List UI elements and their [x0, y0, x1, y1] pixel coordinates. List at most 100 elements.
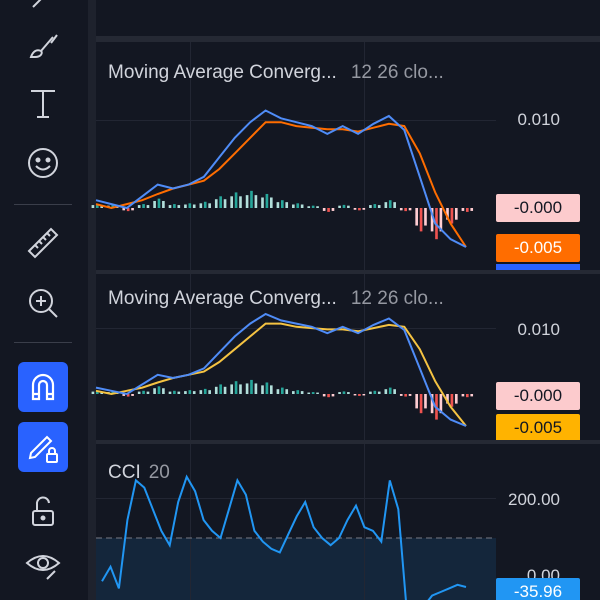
histogram-bar [369, 205, 372, 208]
histogram-bar [331, 394, 335, 397]
histogram-bar [424, 208, 427, 226]
histogram-bar [214, 199, 218, 208]
histogram-bar [404, 394, 407, 397]
cci-chart [101, 474, 467, 600]
histogram-bar [331, 208, 335, 211]
gridline [190, 274, 191, 440]
gridline [96, 498, 496, 499]
histogram-bar [415, 394, 418, 409]
magnet-icon[interactable] [18, 362, 68, 412]
main-chart-pane [96, 0, 600, 36]
gridline [364, 444, 365, 600]
ruler-icon[interactable] [18, 218, 68, 268]
text-icon[interactable] [18, 78, 68, 128]
zoom-in-icon[interactable] [18, 278, 68, 328]
histogram-bar [311, 205, 315, 208]
macd-chart [91, 109, 474, 248]
histogram-bar [362, 394, 366, 396]
histogram-bar [96, 204, 99, 208]
emoji-icon[interactable] [18, 138, 68, 188]
histogram-bar [327, 394, 330, 398]
histogram-bar [470, 208, 474, 211]
histogram-bar [184, 204, 187, 208]
macd-line [95, 312, 467, 427]
histogram-bar [466, 394, 469, 398]
histogram-bar [369, 391, 372, 394]
histogram-bar [399, 394, 403, 396]
histogram-bar [199, 203, 203, 208]
histogram-bar [430, 394, 434, 414]
indicator-title[interactable]: Moving Average Converg... 12 26 clo... [108, 62, 444, 84]
toolbar-separator [14, 342, 72, 343]
lock-drawing-icon[interactable] [18, 422, 68, 472]
histogram-bar [353, 208, 357, 210]
histogram-bar [245, 383, 249, 394]
histogram-bar [342, 204, 346, 208]
histogram-bar [450, 394, 454, 407]
histogram-bar [388, 387, 392, 394]
histogram-bar [223, 199, 227, 208]
histogram-bar [393, 389, 396, 394]
indicator-title[interactable]: CCI 20 [108, 462, 170, 484]
histogram-bar [316, 206, 319, 208]
histogram-bar [269, 385, 273, 394]
macd-value-tag [496, 264, 580, 270]
histogram-bar [153, 388, 156, 394]
gridline [190, 444, 191, 600]
gridline [96, 328, 496, 329]
histogram-bar [347, 392, 350, 394]
histogram-bar [322, 208, 326, 211]
histogram-bar [146, 205, 150, 208]
pane-separator[interactable] [96, 440, 600, 444]
macd-pane-1[interactable]: Moving Average Converg... 12 26 clo... 0.… [91, 42, 600, 270]
histogram-bar [254, 383, 258, 394]
histogram-bar [173, 204, 176, 208]
cci-pane[interactable]: CCI 20 200.00 0.00 -35.96 [96, 444, 600, 600]
histogram-bar [454, 394, 458, 404]
histogram-bar [399, 208, 403, 211]
histogram-bar [131, 394, 134, 396]
histogram-bar [234, 381, 238, 394]
histogram-bar [157, 198, 161, 208]
histogram-bar [384, 202, 388, 208]
histogram-bar [96, 390, 99, 394]
histogram-bar [122, 208, 126, 211]
histogram-bar [188, 390, 192, 394]
histogram-bar [250, 379, 253, 394]
pane-separator[interactable] [96, 270, 600, 274]
signal-line [95, 322, 467, 427]
eye-icon[interactable] [18, 540, 68, 590]
histogram-bar [208, 203, 211, 208]
histogram-bar [342, 391, 346, 394]
histogram-bar [307, 206, 311, 208]
histogram-bar [450, 208, 454, 224]
histogram-bar [292, 391, 295, 394]
histogram-bar [188, 203, 192, 208]
indicator-title[interactable]: Moving Average Converg... 12 26 clo... [108, 288, 444, 310]
histogram-bar [338, 392, 341, 394]
histogram-bar [192, 391, 196, 394]
histogram-bar [265, 382, 269, 394]
histogram-bar [454, 208, 458, 220]
histogram-bar [296, 203, 300, 208]
histogram-bar [126, 208, 130, 212]
histogram-bar [230, 384, 233, 394]
histogram-bar [245, 195, 249, 208]
histogram-bar [146, 391, 150, 394]
histogram-bar [126, 394, 130, 397]
unlock-icon[interactable] [18, 486, 68, 536]
pane-separator[interactable] [96, 36, 600, 42]
brush-icon[interactable] [18, 20, 68, 70]
gridline [96, 120, 496, 121]
histogram-bar [384, 389, 388, 394]
drawing-toolbar [0, 0, 86, 600]
macd-pane-2[interactable]: Moving Average Converg... 12 26 clo... 0.… [91, 274, 600, 442]
histogram-bar [254, 195, 258, 208]
histogram-bar [470, 394, 474, 397]
histogram-bar [219, 384, 222, 394]
pencil-icon[interactable] [18, 0, 68, 22]
histogram-bar [168, 205, 172, 208]
histogram-bar [157, 386, 161, 394]
histogram-bar [208, 390, 211, 394]
histogram-bar [322, 394, 326, 397]
